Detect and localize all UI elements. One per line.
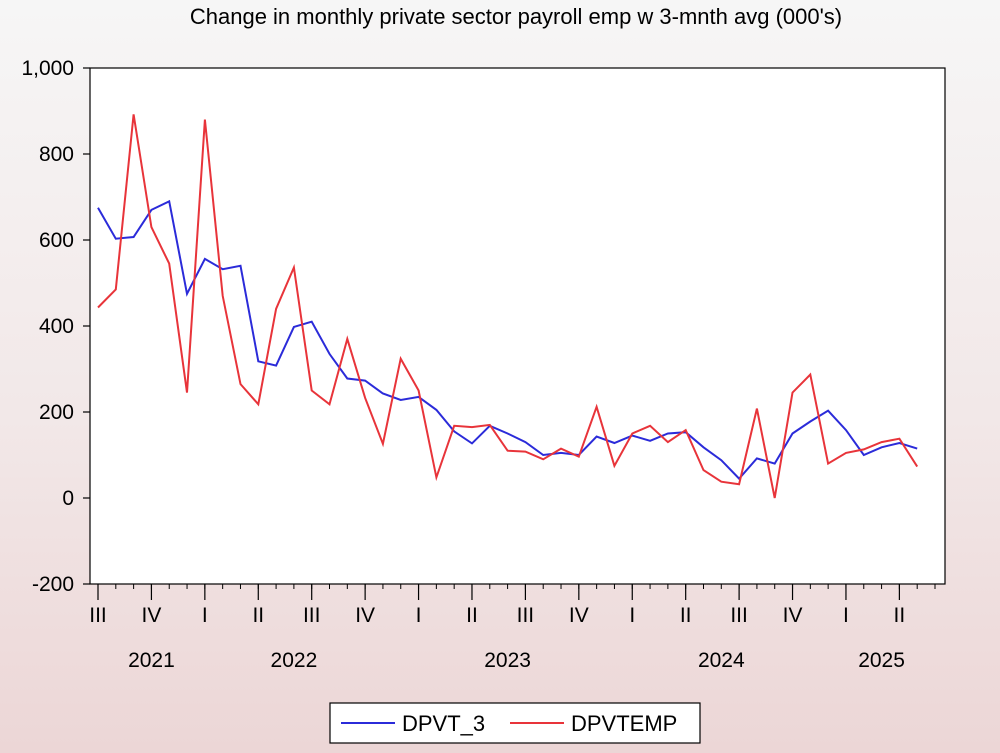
legend-label-dpvtemp: DPVTEMP (571, 711, 677, 736)
x-quarter-label: III (303, 604, 321, 627)
legend: DPVT_3 DPVTEMP (329, 702, 701, 744)
x-quarter-label: I (416, 604, 422, 627)
y-tick-label: 0 (62, 487, 74, 510)
x-quarter-label: IV (569, 604, 589, 627)
x-year-label: 2025 (858, 649, 905, 672)
series-line-dpvt-3 (97, 199, 918, 481)
y-tick-label: 400 (39, 315, 74, 338)
x-quarter-label: II (680, 604, 692, 627)
x-quarter-label: I (843, 604, 849, 627)
y-tick-label: 1,000 (21, 57, 74, 80)
chart-title: Change in monthly private sector payroll… (190, 4, 842, 29)
x-quarter-label: III (730, 604, 748, 627)
y-tick-label: 200 (39, 401, 74, 424)
x-quarter-label: I (629, 604, 635, 627)
series-layer (97, 114, 919, 499)
x-quarter-label: IV (783, 604, 803, 627)
y-tick-label: 600 (39, 229, 74, 252)
series-line-dpvtemp (97, 114, 919, 499)
x-quarter-label: IV (142, 604, 162, 627)
legend-label-dpvt-3: DPVT_3 (402, 711, 485, 736)
x-quarter-label: II (466, 604, 478, 627)
y-axis: -200 0 200 400 600 800 1,000 (21, 57, 90, 596)
x-quarter-label: I (202, 604, 208, 627)
x-quarter-label: III (517, 604, 535, 627)
x-year-label: 2023 (484, 649, 531, 672)
x-quarter-label: III (89, 604, 107, 627)
x-year-label: 2021 (128, 649, 175, 672)
x-year-label: 2022 (271, 649, 318, 672)
y-tick-label: 800 (39, 143, 74, 166)
plot-area (89, 67, 946, 585)
x-quarter-label: IV (355, 604, 375, 627)
x-year-label: 2024 (698, 649, 745, 672)
x-quarter-label: II (252, 604, 264, 627)
y-tick-label: -200 (32, 573, 74, 596)
x-quarter-label: II (894, 604, 906, 627)
